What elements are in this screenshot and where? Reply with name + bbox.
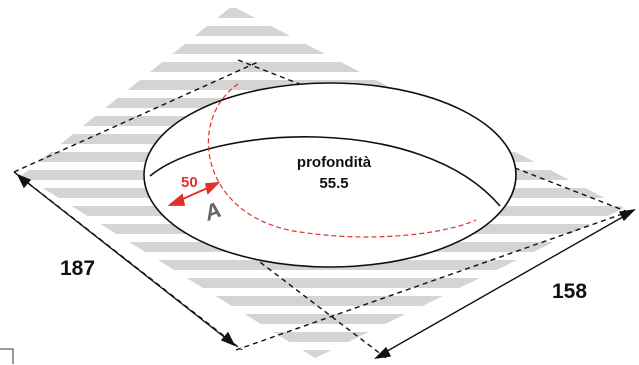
stripe (22, 26, 624, 36)
depth-value: 55.5 (319, 175, 348, 192)
stripe (22, 44, 624, 54)
stripe (22, 62, 624, 72)
bowl-dashed-contour (207, 83, 477, 238)
stripe (22, 296, 624, 306)
stripe (22, 332, 624, 342)
dimension-arrow-158 (374, 209, 636, 359)
stripe (22, 350, 624, 358)
depth-label: profondità (297, 154, 372, 171)
width-dimension-label: 187 (60, 257, 95, 280)
rim-width-arrow (167, 181, 221, 206)
sink-outer-rim (143, 82, 517, 268)
dimension-arrow-187 (16, 173, 236, 347)
stripe (22, 278, 624, 288)
rim-width-value: 50 (181, 174, 198, 191)
stripe (22, 8, 624, 18)
sink-inner-edge (149, 136, 501, 207)
stripe (22, 314, 624, 324)
length-dimension-label: 158 (552, 280, 587, 303)
corner-bracket (0, 348, 14, 364)
